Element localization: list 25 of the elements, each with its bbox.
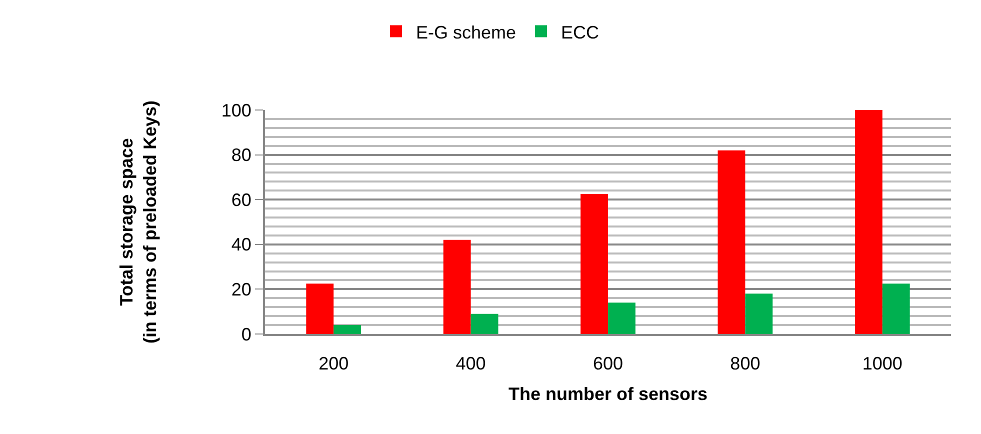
y-axis-title: Total storage space (in terms of preloaded Keys) <box>116 100 160 344</box>
bar <box>608 302 636 334</box>
bar <box>334 325 362 334</box>
legend-label: E-G scheme <box>416 22 516 42</box>
bar <box>580 194 608 334</box>
bar <box>718 150 746 334</box>
x-tick-label: 600 <box>592 354 624 374</box>
legend-label: ECC <box>561 22 600 42</box>
x-tick-label: 200 <box>318 354 349 374</box>
y-tick-label: 100 <box>221 100 252 120</box>
bar <box>470 314 498 334</box>
bar <box>306 284 334 334</box>
bar <box>854 110 882 334</box>
y-tick-label: 40 <box>231 234 252 255</box>
x-axis-title: The number of sensors <box>508 384 708 404</box>
y-tick-label: 0 <box>241 324 252 344</box>
x-tick-label: 800 <box>730 354 760 374</box>
y-tick-label: 20 <box>231 280 252 300</box>
x-tick-label: 400 <box>456 354 486 374</box>
y-tick-label: 80 <box>231 145 252 166</box>
x-tick-label: 1000 <box>862 354 902 374</box>
bar <box>745 294 773 334</box>
bar <box>882 284 910 334</box>
y-tick-label: 60 <box>231 190 252 210</box>
bar <box>443 240 471 334</box>
